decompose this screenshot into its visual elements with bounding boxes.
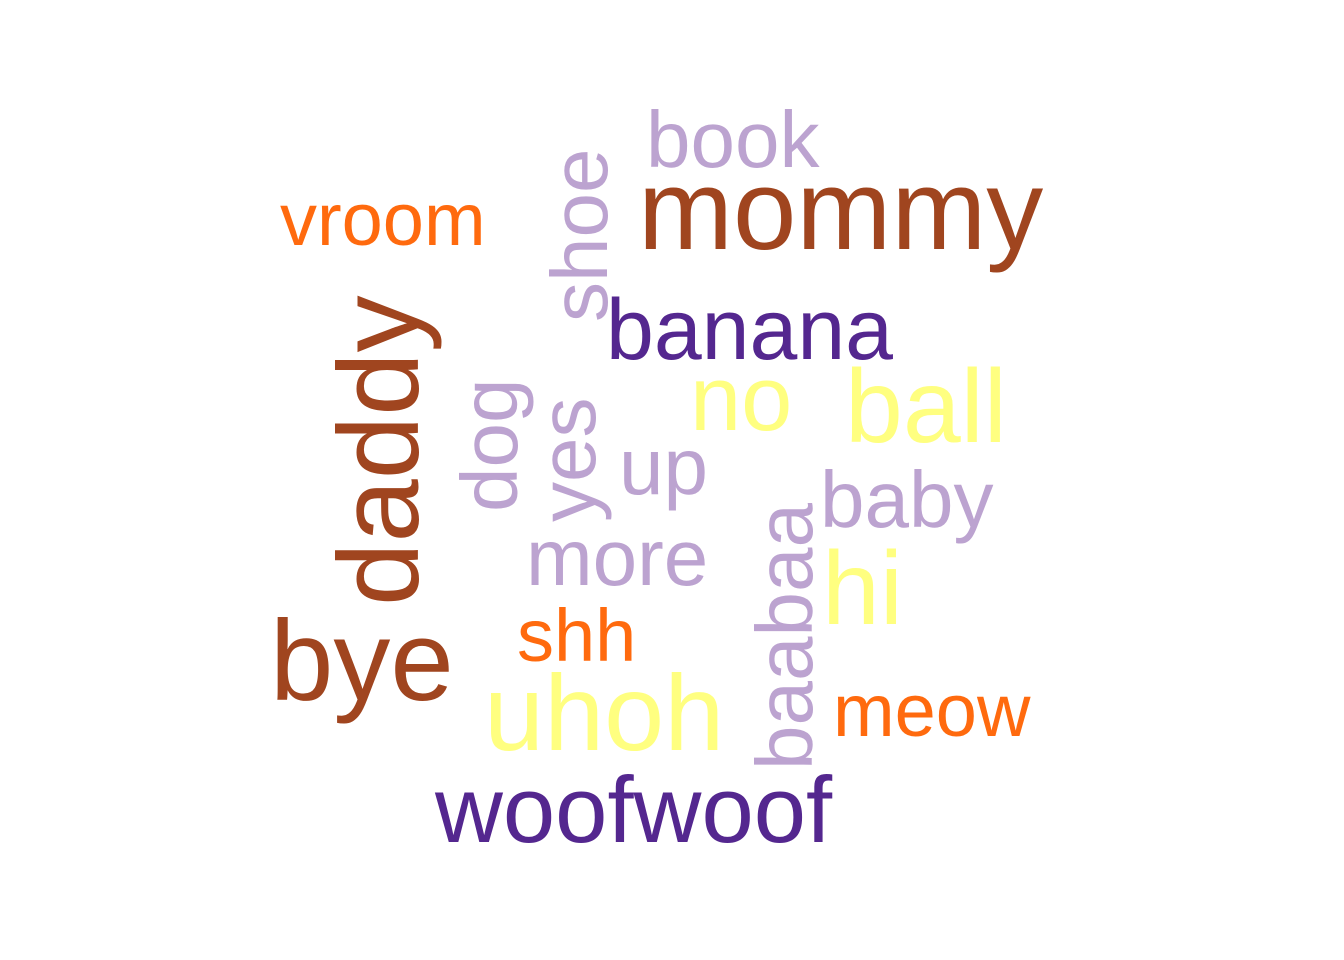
word-vroom: vroom — [280, 178, 486, 261]
word-up: up — [619, 422, 708, 511]
word-daddy: daddy — [316, 295, 443, 606]
word-banana: banana — [606, 282, 893, 378]
word-bye: bye — [270, 598, 454, 725]
word-more: more — [526, 513, 709, 602]
word-ball: ball — [845, 349, 1007, 465]
word-baby: baby — [820, 455, 994, 544]
word-yes: yes — [523, 397, 612, 523]
word-baabaa: baabaa — [740, 503, 829, 770]
word-no: no — [690, 348, 793, 450]
word-mommy: mommy — [638, 147, 1044, 274]
word-meow: meow — [833, 669, 1031, 752]
word-dog: dog — [445, 378, 534, 512]
word-hi: hi — [822, 531, 903, 647]
word-woofwoof: woofwoof — [435, 757, 833, 862]
word-shoe: shoe — [535, 148, 624, 322]
word-shh: shh — [517, 594, 637, 677]
word-uhoh: uhoh — [484, 652, 725, 773]
word-book: book — [646, 95, 820, 184]
